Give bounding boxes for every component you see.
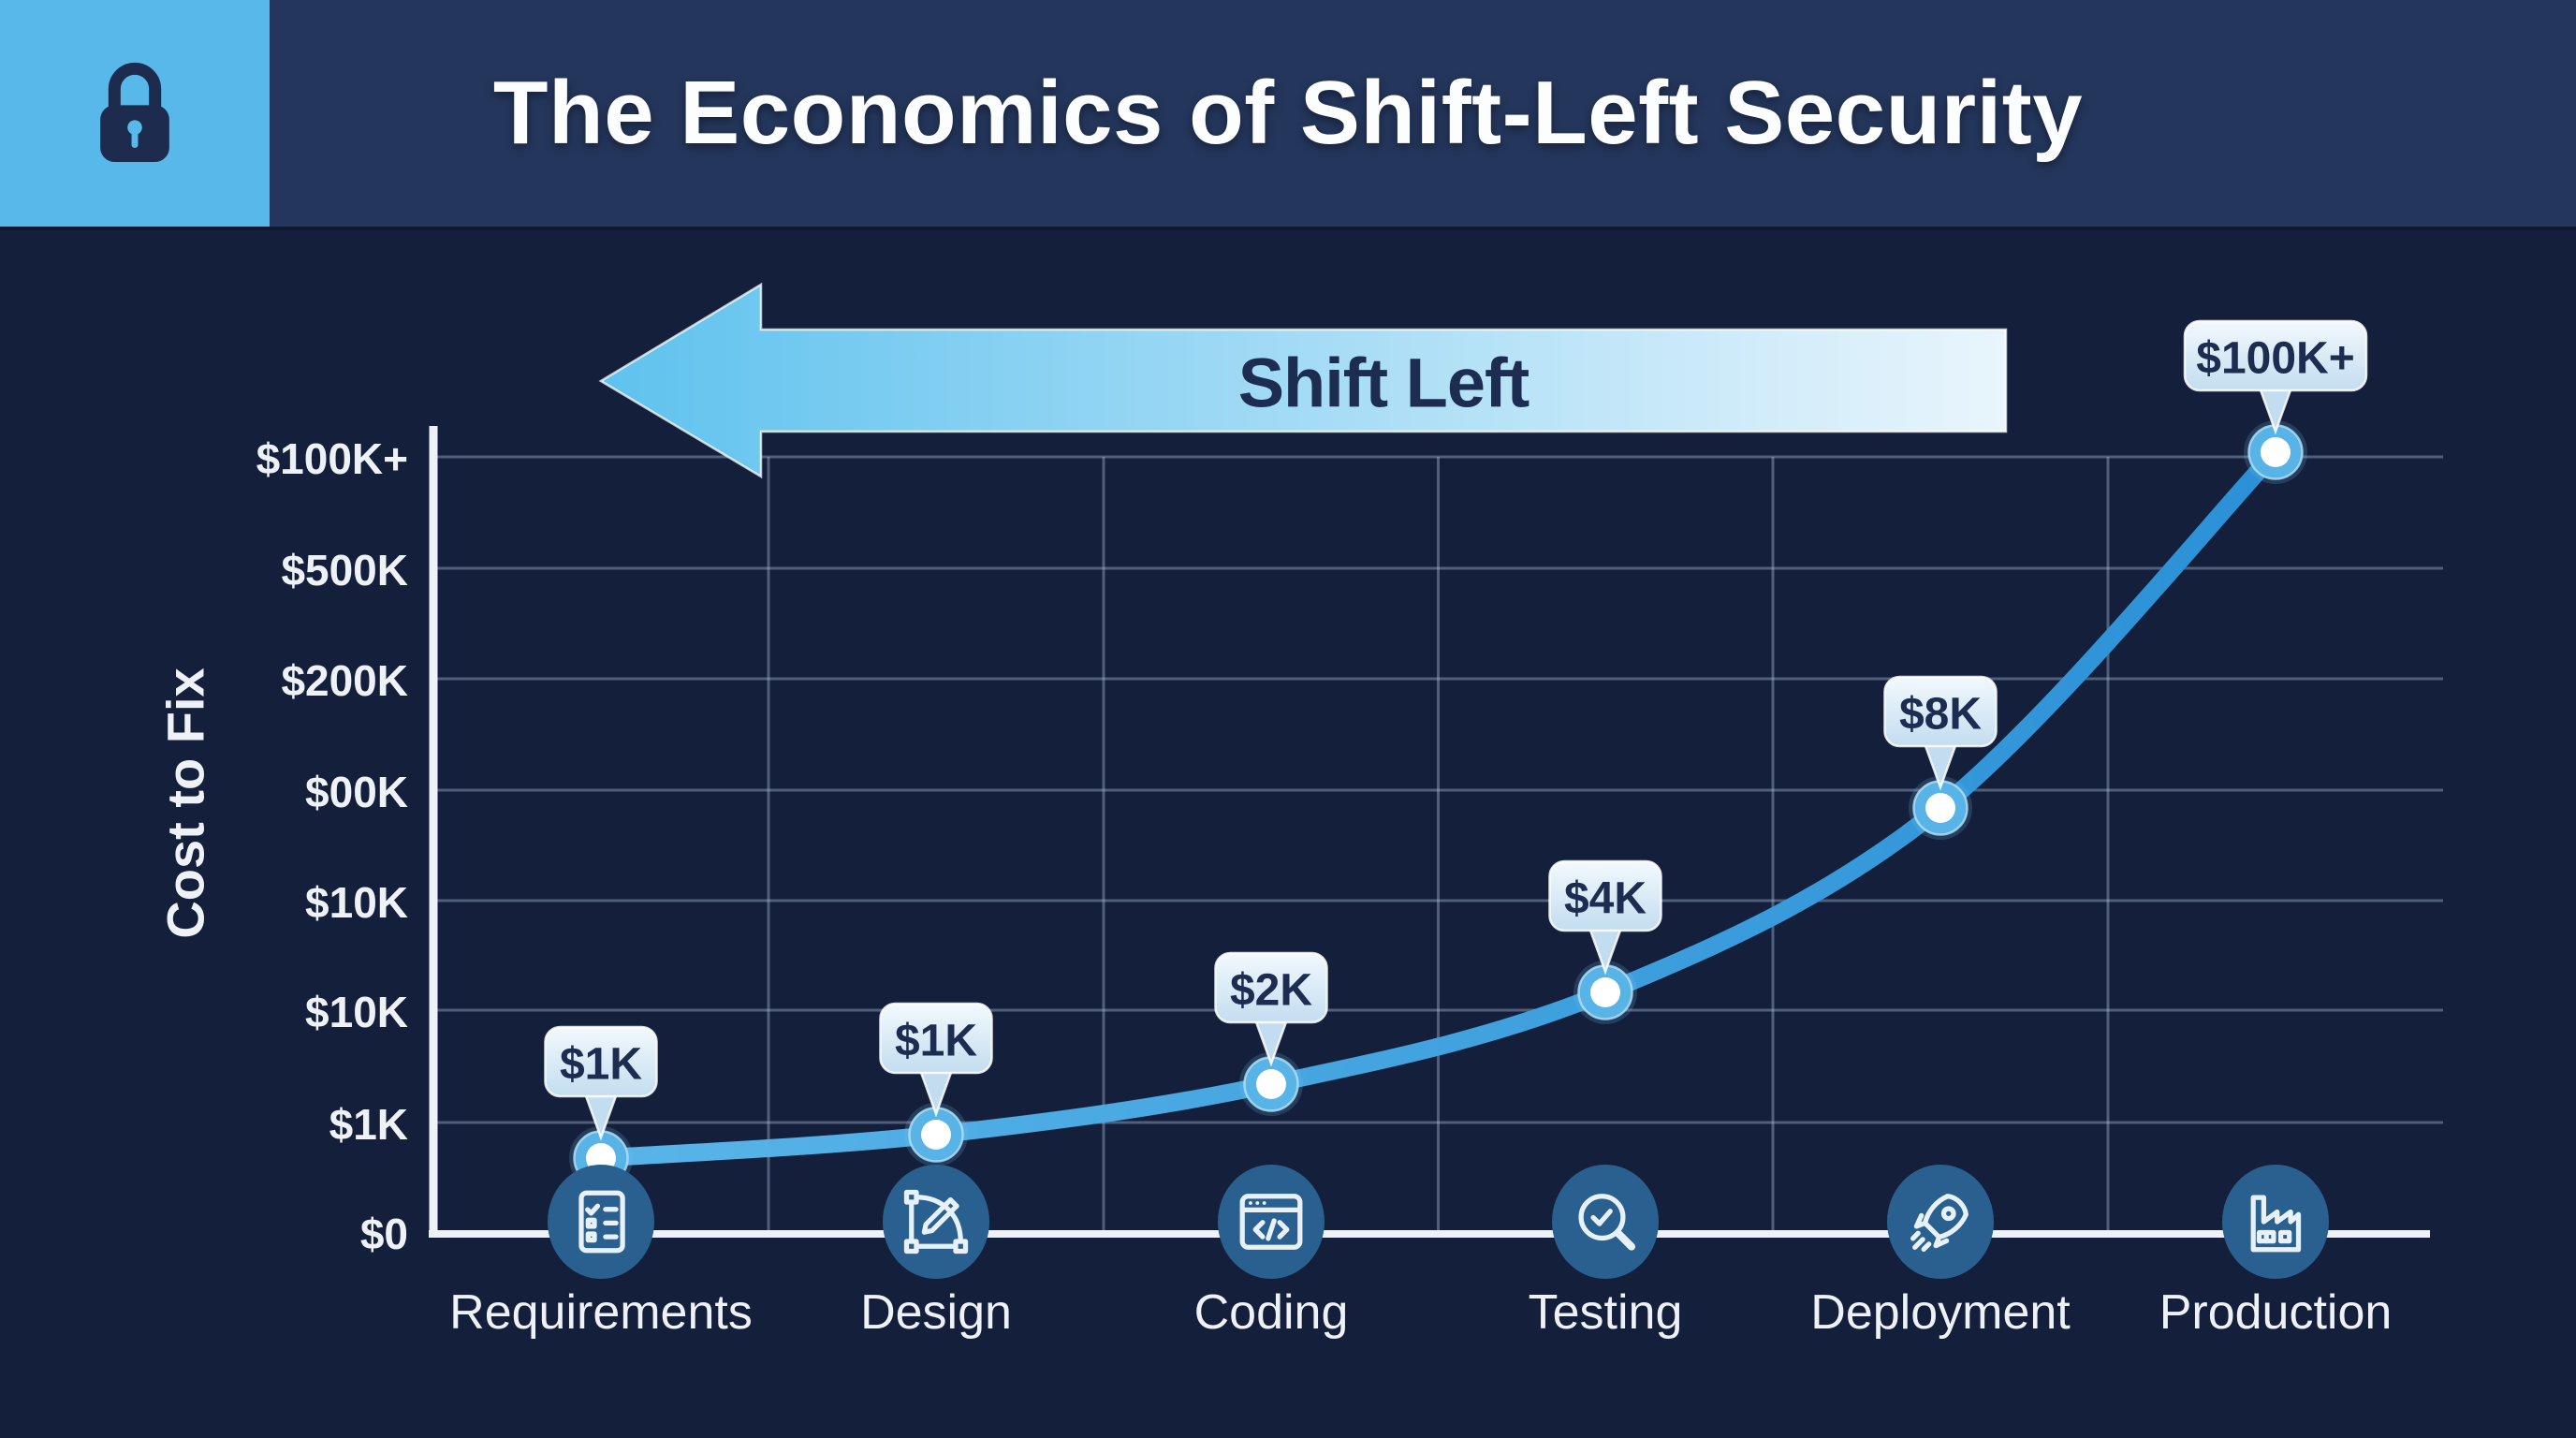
- y-axis-tick-label: $500K: [281, 546, 408, 594]
- stage-icon-circle: [1552, 1165, 1659, 1279]
- value-bubble-label: $1K: [560, 1040, 642, 1090]
- stage-icon-testing: [1552, 1165, 1659, 1279]
- value-bubble-label: $100K+: [2196, 334, 2354, 384]
- value-bubble-box: [544, 1025, 658, 1098]
- stage-icon-circle: [1218, 1165, 1325, 1279]
- value-bubble-box: [2183, 319, 2368, 392]
- rocket-icon: [1910, 1194, 1969, 1253]
- value-bubble-box: [879, 1002, 993, 1075]
- value-bubble: $1K: [544, 1025, 658, 1141]
- data-point-production: [2244, 420, 2307, 484]
- padlock-icon: [100, 62, 169, 162]
- checklist-icon: [578, 1190, 625, 1254]
- y-axis-tick-label: $200K: [281, 656, 408, 705]
- stage-label: Requirements: [449, 1285, 753, 1340]
- stage-icon-circle: [1887, 1165, 1994, 1279]
- y-axis-title: Cost to Fix: [156, 668, 215, 938]
- value-bubble-label: $4K: [1564, 874, 1647, 924]
- y-axis-tick-label: $10K: [305, 878, 408, 927]
- data-point-coding: [1239, 1052, 1303, 1116]
- stage-label: Design: [860, 1285, 1012, 1340]
- data-point-testing: [1573, 961, 1637, 1024]
- stage-label: Production: [2159, 1285, 2393, 1340]
- stage-icon-production: [2222, 1165, 2329, 1279]
- factory-icon: [2250, 1195, 2302, 1253]
- stage-icon-coding: [1218, 1165, 1325, 1279]
- stage-label: Coding: [1194, 1285, 1349, 1340]
- y-axis-tick-label: $00K: [305, 768, 408, 816]
- value-bubble: $4K: [1548, 859, 1662, 976]
- magnifier-check-icon: [1578, 1194, 1636, 1251]
- value-bubble-box: [1214, 951, 1328, 1024]
- shift-left-label: Shift Left: [1238, 345, 1530, 422]
- data-point-deployment: [1909, 776, 1972, 840]
- header-bar: The Economics of Shift-Left Security: [0, 0, 2576, 230]
- y-axis-tick-label: $1K: [329, 1100, 408, 1149]
- stage-label: Testing: [1529, 1285, 1683, 1340]
- data-point-design: [904, 1103, 968, 1167]
- code-window-icon: [1239, 1194, 1303, 1250]
- value-bubble-box: [1548, 859, 1662, 932]
- page-title: The Economics of Shift-Left Security: [492, 63, 2084, 163]
- y-axis-tick-label: $10K: [305, 988, 408, 1036]
- value-bubble-box: [1883, 675, 1998, 748]
- stage-icon-deployment: [1887, 1165, 1994, 1279]
- stage-label: Deployment: [1810, 1285, 2071, 1340]
- value-bubble: $100K+: [2183, 319, 2368, 435]
- stage-icon-requirements: [548, 1165, 654, 1279]
- value-bubble-label: $8K: [1899, 690, 1982, 740]
- value-bubble: $1K: [879, 1002, 993, 1118]
- shift-left-arrow: Shift Left: [598, 282, 2008, 479]
- y-axis-tick-label: $0: [360, 1210, 408, 1258]
- vector-design-icon: [903, 1189, 969, 1255]
- logo-square: [0, 0, 270, 227]
- value-bubble: $2K: [1214, 951, 1328, 1067]
- stage-icon-circle: [883, 1165, 989, 1279]
- y-axis-tick-label: $100K+: [256, 434, 408, 483]
- value-bubble: $8K: [1883, 675, 1998, 791]
- shift-left-arrow-shape: [598, 282, 2008, 479]
- value-bubble-label: $1K: [895, 1017, 977, 1066]
- value-bubble-label: $2K: [1230, 966, 1312, 1016]
- stage-icon-design: [883, 1165, 989, 1279]
- stage-icon-circle: [548, 1165, 654, 1279]
